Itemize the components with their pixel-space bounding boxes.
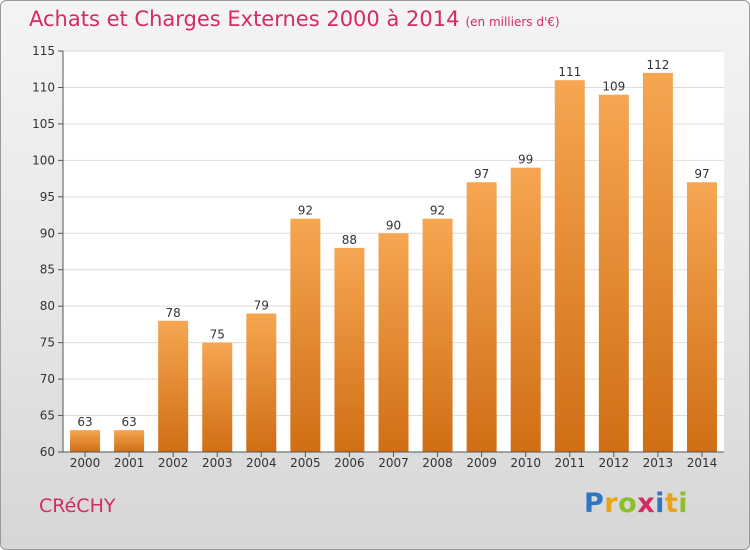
bar: [114, 430, 145, 452]
bar-value-label: 99: [518, 153, 533, 167]
y-tick-label: 95: [40, 190, 55, 204]
x-tick-label: 2002: [158, 456, 189, 470]
bar-value-label: 109: [602, 80, 625, 94]
x-tick-label: 2001: [114, 456, 145, 470]
bar-value-label: 75: [210, 328, 225, 342]
y-tick-label: 75: [40, 336, 55, 350]
bar-value-label: 88: [342, 233, 357, 247]
bar: [642, 72, 673, 452]
bar-value-label: 112: [646, 58, 669, 72]
bar: [422, 218, 453, 452]
bar: [334, 247, 365, 452]
bar-value-label: 92: [430, 204, 445, 218]
bar-value-label: 97: [694, 167, 709, 181]
bar: [378, 233, 409, 452]
x-tick-label: 2007: [378, 456, 409, 470]
x-tick-label: 2008: [422, 456, 453, 470]
bar-value-label: 78: [166, 306, 181, 320]
bar: [686, 182, 717, 452]
chart-title: Achats et Charges Externes 2000 à 2014 (e…: [29, 7, 560, 31]
bar: [466, 182, 497, 452]
bar: [290, 218, 321, 452]
y-tick-label: 80: [40, 299, 55, 313]
logo-letter: t: [664, 488, 679, 519]
y-tick-label: 90: [40, 226, 55, 240]
x-tick-label: 2004: [246, 456, 277, 470]
bar: [554, 80, 585, 452]
bar-value-label: 92: [298, 204, 313, 218]
logo-letter: x: [637, 488, 656, 519]
y-tick-label: 115: [32, 44, 55, 58]
x-tick-label: 2003: [202, 456, 233, 470]
y-tick-label: 110: [32, 80, 55, 94]
y-tick-label: 105: [32, 117, 55, 131]
bar-value-label: 111: [558, 65, 581, 79]
bar: [598, 94, 629, 452]
logo-letter: o: [618, 488, 638, 519]
bar: [202, 342, 233, 452]
bar-value-label: 97: [474, 167, 489, 181]
x-tick-label: 2013: [643, 456, 674, 470]
bar-value-label: 63: [121, 415, 136, 429]
bar: [158, 320, 189, 452]
x-tick-label: 2014: [687, 456, 718, 470]
y-tick-label: 60: [40, 445, 55, 459]
x-tick-label: 2000: [70, 456, 101, 470]
x-tick-label: 2012: [599, 456, 630, 470]
bar-value-label: 63: [77, 415, 92, 429]
x-tick-label: 2005: [290, 456, 321, 470]
chart-title-text: Achats et Charges Externes 2000 à 2014: [29, 7, 460, 31]
proxiti-logo: Proxiti: [584, 488, 688, 519]
y-tick-label: 100: [32, 153, 55, 167]
bar: [510, 167, 541, 452]
bar: [70, 430, 101, 452]
bar-value-label: 90: [386, 218, 401, 232]
logo-letter: i: [678, 488, 689, 519]
x-tick-label: 2009: [466, 456, 497, 470]
chart-subtitle: (en milliers d'€): [465, 15, 560, 29]
logo-letter: i: [655, 488, 665, 519]
logo-letter: P: [584, 488, 605, 519]
bar: [246, 313, 277, 452]
y-tick-label: 70: [40, 372, 55, 386]
y-tick-label: 85: [40, 263, 55, 277]
logo-letter: r: [604, 488, 619, 519]
y-tick-label: 65: [40, 409, 55, 423]
x-tick-label: 2011: [554, 456, 585, 470]
x-tick-label: 2006: [334, 456, 365, 470]
town-name: CRéCHY: [39, 495, 116, 517]
bar-value-label: 79: [254, 298, 269, 312]
x-tick-label: 2010: [510, 456, 541, 470]
